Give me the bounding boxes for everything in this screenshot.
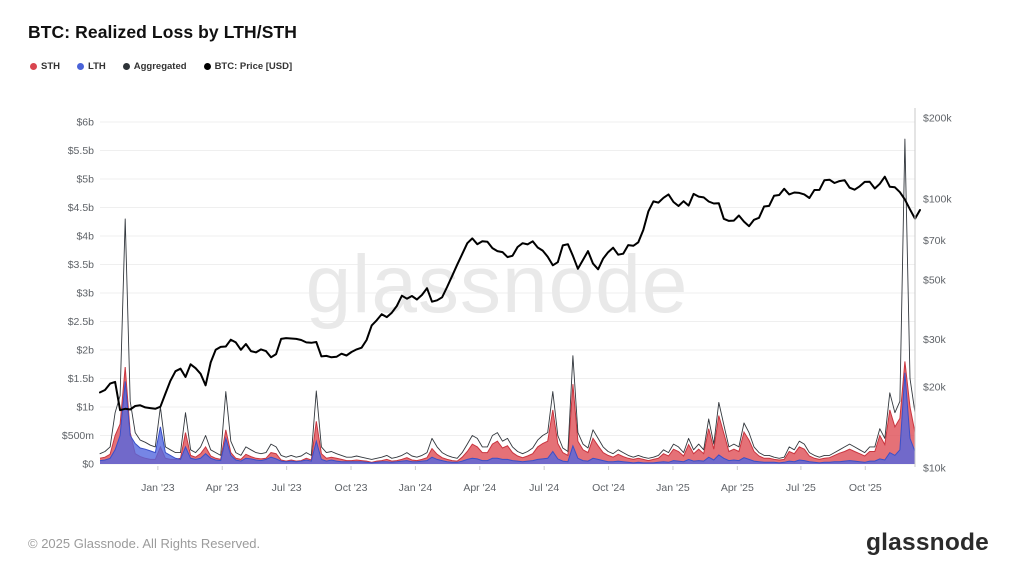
legend-label-sth: STH [41, 61, 60, 72]
axes-layer: $6b $5.5b $5b $4.5b $4b $3.5b $3b $2.5b $2b $1.5b… [62, 108, 952, 494]
series-layer [99, 138, 921, 464]
y-axis-label-right: $200k [923, 113, 952, 125]
glassnode-logo: glassnode [866, 529, 989, 556]
legend-label-lth: LTH [88, 61, 106, 72]
x-axis-label: Jan '23 [141, 482, 175, 494]
x-axis-label: Jul '23 [272, 482, 302, 494]
y-axis-label-right: $30k [923, 334, 947, 346]
x-axis-label: Jan '24 [399, 482, 433, 494]
y-axis-label-left: $2.5b [68, 316, 94, 328]
copyright-text: © 2025 Glassnode. All Rights Reserved. [28, 536, 261, 551]
chart-legend: STH LTH Aggregated BTC: Price [USD] [30, 61, 292, 72]
page-title: BTC: Realized Loss by LTH/STH [28, 22, 297, 42]
x-axis-label: Apr '25 [721, 482, 754, 494]
y-axis-label-left: $500m [62, 430, 94, 442]
y-axis-label-left: $6b [76, 117, 94, 129]
x-axis-label: Jul '24 [529, 482, 559, 494]
legend-item-btc-price[interactable]: BTC: Price [USD] [203, 61, 293, 72]
legend-label-btc-price: BTC: Price [USD] [214, 61, 293, 72]
y-axis-label-right: $70k [923, 235, 947, 247]
series-edge-sth [99, 361, 916, 463]
y-axis-label-left: $5.5b [68, 145, 94, 157]
y-axis-label-left: $0 [82, 459, 94, 471]
legend-item-lth[interactable]: LTH [77, 61, 106, 72]
legend-item-sth[interactable]: STH [30, 61, 60, 72]
btc-price-dot-icon [203, 63, 211, 70]
series-edge-lth [99, 372, 916, 464]
y-axis-label-left: $3b [76, 288, 94, 300]
series-line-aggregated [99, 138, 916, 460]
y-axis-label-left: $1b [76, 402, 94, 414]
y-axis-label-left: $4.5b [68, 202, 94, 214]
y-axis-label-right: $10k [923, 463, 947, 475]
x-axis-label: Jan '25 [656, 482, 690, 494]
y-axis-label-left: $2b [76, 345, 94, 357]
series-line-btc-price [99, 175, 921, 412]
x-axis-label: Oct '25 [849, 482, 882, 494]
lth-dot-icon [77, 63, 84, 70]
y-axis-label-right: $20k [923, 382, 947, 394]
x-axis-label: Apr '23 [206, 482, 239, 494]
x-axis-label: Apr '24 [463, 482, 496, 494]
chart-watermark: glassnode [306, 239, 689, 330]
x-axis-label: Oct '23 [335, 482, 368, 494]
aggregated-dot-icon [122, 63, 130, 70]
x-axis-label: Oct '24 [592, 482, 625, 494]
legend-label-aggregated: Aggregated [133, 61, 187, 72]
legend-item-aggregated[interactable]: Aggregated [122, 61, 187, 72]
y-axis-label-left: $5b [76, 174, 94, 186]
y-axis-label-left: $1.5b [68, 373, 94, 385]
y-axis-label-left: $4b [76, 231, 94, 243]
y-axis-label-right: $100k [923, 194, 952, 206]
x-axis-label: Jul '25 [786, 482, 816, 494]
y-axis-label-right: $50k [923, 274, 947, 286]
y-axis-label-left: $3.5b [68, 259, 94, 271]
sth-dot-icon [30, 63, 37, 70]
